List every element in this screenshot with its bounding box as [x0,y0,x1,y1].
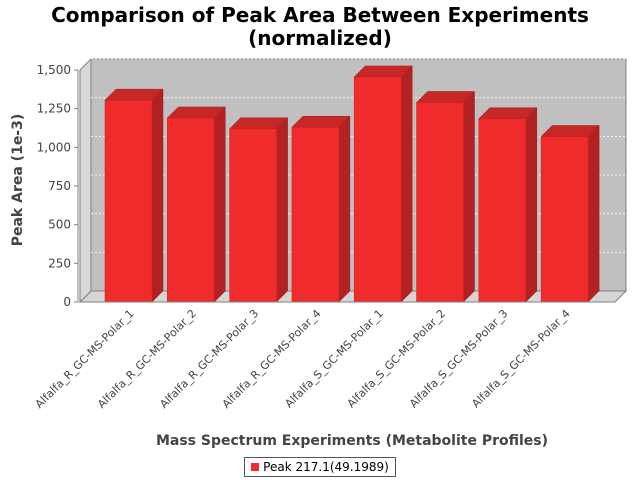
y-tick-label: 250 [48,256,71,270]
chart-title-line2: (normalized) [248,26,392,50]
bar-side [151,88,164,303]
legend-swatch [251,463,260,471]
y-axis-title: Peak Area (1e-3) [10,114,26,247]
bar-side [587,124,600,303]
x-tick-label: Alfalfa_R_GC-MS-Polar_1 [33,307,137,411]
plot-left-wall [79,57,92,304]
bar [540,136,589,303]
legend-label: Peak 217.1(49.1989) [263,460,389,474]
y-tick-label: 1,250 [37,102,71,116]
bar-side [525,107,538,303]
bar [229,128,277,303]
bar-side [338,115,351,303]
y-tick-label: 0 [63,295,71,309]
bar [291,126,340,303]
y-tick-label: 1,500 [37,63,71,77]
bar [416,102,464,303]
chart-title-line1: Comparison of Peak Area Between Experime… [51,3,589,27]
bar [104,99,153,303]
bar-side [463,90,475,303]
bar [167,117,215,303]
legend: Peak 217.1(49.1989) [244,457,396,477]
bar-side [214,106,226,303]
y-tick-label: 1,000 [37,140,71,154]
bar-side [400,65,413,303]
plot-area: 0 250 500 750 1,000 1,250 1,500 Peak Area (1e-3… [10,57,628,449]
bar [478,118,527,303]
bar [353,76,402,303]
x-axis-title: Mass Spectrum Experiments (Metabolite Pr… [156,433,548,449]
bar-side [276,117,288,303]
y-tick-label: 750 [48,179,71,193]
y-tick-label: 500 [48,218,71,232]
